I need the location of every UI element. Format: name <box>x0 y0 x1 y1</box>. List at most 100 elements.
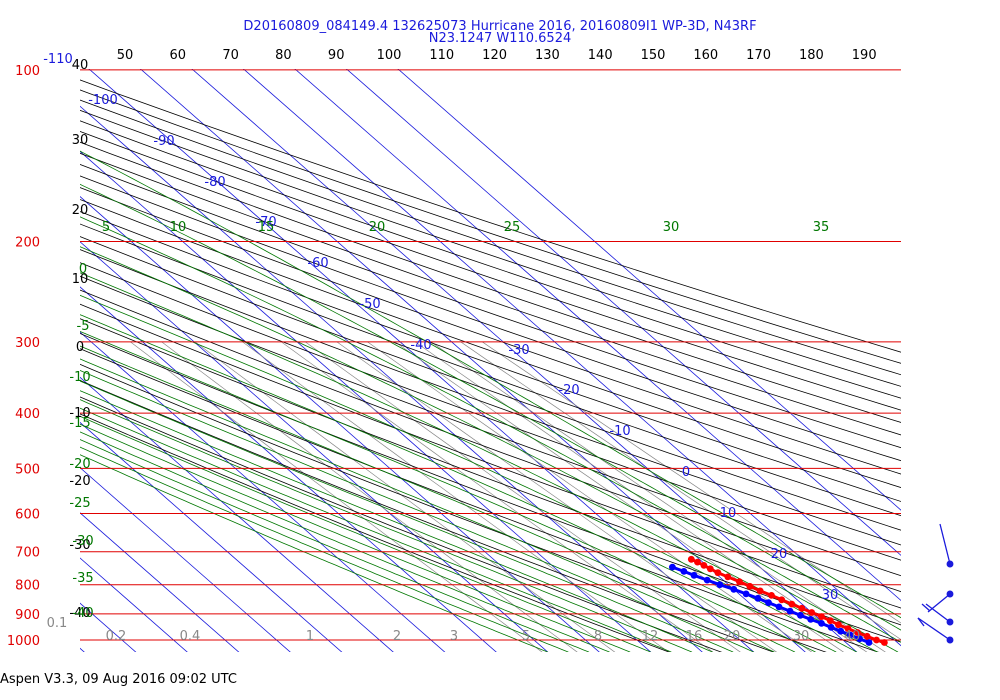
dry-adiabat-line <box>80 275 901 577</box>
isotherm-label: -50 <box>359 297 380 312</box>
theta-e-label: 10 <box>170 220 187 235</box>
dewpoint-point <box>807 616 815 623</box>
wind-barb-upper-dot <box>946 560 954 568</box>
wind-barb-middle-staff <box>927 593 951 613</box>
dewpoint-point <box>703 576 711 584</box>
pressure-label: 700 <box>15 546 40 561</box>
temperature-point <box>818 613 825 620</box>
mixing-ratio-label: 8 <box>594 629 602 644</box>
left-axis-label: 10 <box>72 272 89 287</box>
isotherm-line <box>80 421 343 652</box>
pressure-label: 600 <box>15 508 40 523</box>
isotherm-label: 0 <box>682 465 690 480</box>
mixing-ratio-label: 1 <box>306 629 314 644</box>
sounding-traces <box>669 555 888 646</box>
temperature-point <box>826 617 834 625</box>
dry-adiabat-line <box>80 236 901 531</box>
dry-adiabat-line <box>80 348 879 652</box>
theta-e-label: 25 <box>504 220 521 235</box>
temperature-point <box>835 621 842 629</box>
isotherm-label: -80 <box>204 175 225 190</box>
theta-e-label: -25 <box>69 496 90 511</box>
theta-e-label: -15 <box>69 416 90 431</box>
dry-adiabat-line <box>80 413 670 652</box>
top-axis-label: 120 <box>482 48 507 63</box>
dewpoint-point <box>837 627 845 635</box>
isotherm-label: 20 <box>771 547 788 562</box>
top-axis-label: 110 <box>429 48 454 63</box>
moist-adiabat-line <box>80 272 878 652</box>
moist-adiabat-line <box>80 399 693 652</box>
dewpoint-point <box>669 563 676 571</box>
left-axis-label: -30 <box>69 538 90 553</box>
dewpoint-point <box>716 581 724 589</box>
isotherm-line <box>191 69 858 652</box>
isotherm-line <box>80 467 291 652</box>
isotherm-label: -40 <box>410 338 431 353</box>
wind-barb-lower-dot <box>946 618 954 626</box>
axis-labels: 1002003004005006007008009001000-110-100-… <box>7 48 877 649</box>
dewpoint-point <box>827 623 835 631</box>
mixing-ratio-label: 0.1 <box>47 616 68 631</box>
top-axis-label: 190 <box>852 48 877 63</box>
dewpoint-point <box>818 620 825 627</box>
mixing-ratio-label: 5 <box>522 629 530 644</box>
top-axis-label: 130 <box>535 48 560 63</box>
mixing-ratio-label: 0.4 <box>180 629 201 644</box>
dry-adiabat-line <box>80 363 827 652</box>
top-axis-label: 150 <box>641 48 666 63</box>
left-axis-label: -20 <box>69 474 90 489</box>
mixing-ratio-label: 30 <box>793 629 810 644</box>
moist-adiabat-line <box>80 150 901 619</box>
isotherm-line <box>345 69 901 556</box>
pressure-label: 200 <box>15 236 40 251</box>
isotherm-label: -100 <box>88 93 118 108</box>
footer-version: Aspen V3.3, 09 Aug 2016 09:02 UTC <box>0 672 237 687</box>
wind-barb-surface-staff <box>917 617 951 641</box>
dry-adiabat-line <box>80 396 723 652</box>
theta-e-label: -30 <box>72 534 93 549</box>
top-axis-label: 140 <box>588 48 613 63</box>
dry-adiabat-line <box>80 99 901 376</box>
dry-adiabat-line <box>80 187 901 475</box>
pressure-label: 300 <box>15 336 40 351</box>
temperature-point <box>844 625 852 632</box>
left-axis-label: 40 <box>72 58 89 73</box>
theta-e-label: -5 <box>77 319 90 334</box>
dewpoint-point <box>754 594 762 602</box>
pressure-label: 500 <box>15 462 40 477</box>
wind-barb-surface-tick <box>917 617 925 627</box>
moist-adiabat-line <box>80 415 651 652</box>
dry-adiabat-line <box>80 249 901 546</box>
theta-e-label: 30 <box>663 220 680 235</box>
left-axis-label: 0 <box>76 340 84 355</box>
pressure-label: 100 <box>15 64 40 79</box>
temperature-point <box>700 562 708 569</box>
moist-adiabat-line <box>80 246 899 652</box>
temperature-point <box>706 565 714 573</box>
dry-adiabat-line <box>80 141 901 423</box>
dry-adiabat-line <box>80 380 775 652</box>
theta-e-label: 5 <box>102 220 110 235</box>
temperature-line <box>690 557 885 644</box>
temperature-point <box>863 632 871 640</box>
dewpoint-point <box>680 568 688 575</box>
dewpoint-point <box>690 571 698 579</box>
dry-adiabat-line <box>80 130 901 411</box>
temperature-point <box>854 629 861 636</box>
temperature-point <box>768 592 775 599</box>
top-axis-label: 70 <box>222 48 239 63</box>
temperature-point <box>788 600 796 608</box>
mixing-ratio-label: 16 <box>686 629 703 644</box>
dry-adiabat-line <box>80 303 901 609</box>
isotherm-label: -10 <box>609 424 630 439</box>
temperature-point <box>873 636 880 644</box>
temperature-point <box>746 582 754 590</box>
isotherm-label: -90 <box>153 134 174 149</box>
theta-e-label: -20 <box>69 457 90 472</box>
wind-barb-upper-staff <box>939 523 951 565</box>
dry-adiabat-line <box>80 223 901 517</box>
moist-adiabat-line <box>80 380 734 652</box>
moist-adiabat-line <box>80 345 796 652</box>
